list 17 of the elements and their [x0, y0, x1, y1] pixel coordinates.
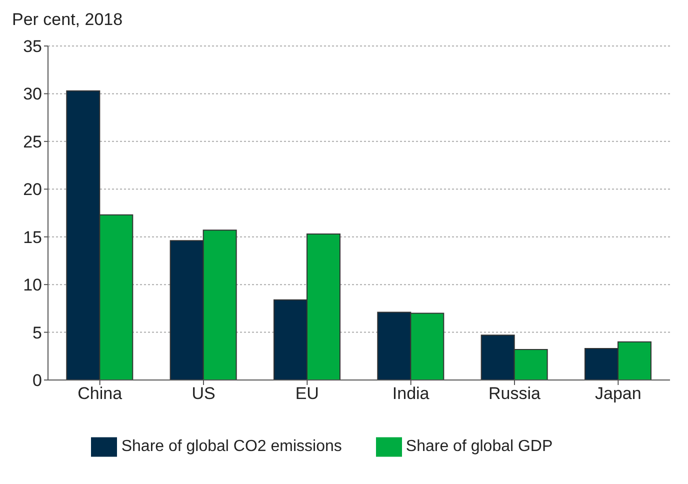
y-tick-label: 5	[32, 323, 42, 342]
y-tick-label: 10	[23, 276, 42, 295]
y-tick-label: 15	[23, 228, 42, 247]
y-tick-label: 0	[32, 371, 42, 390]
x-tick-label: Russia	[488, 384, 542, 404]
y-tick-label: 30	[23, 84, 42, 104]
x-tick-label: EU	[295, 384, 319, 404]
legend-label: Share of global GDP	[406, 438, 553, 456]
y-axis-title: Per cent, 2018	[12, 10, 123, 30]
legend-label: Share of global CO2 emissions	[121, 438, 342, 456]
y-tick-label: 35	[23, 37, 42, 56]
y-tick-label: 20	[23, 180, 42, 200]
y-tick-label: 25	[23, 132, 42, 152]
x-tick-label: Japan	[595, 384, 642, 404]
x-tick-label: US	[192, 384, 216, 404]
x-tick-label: China	[78, 384, 123, 404]
x-tick-label: India	[392, 384, 430, 404]
